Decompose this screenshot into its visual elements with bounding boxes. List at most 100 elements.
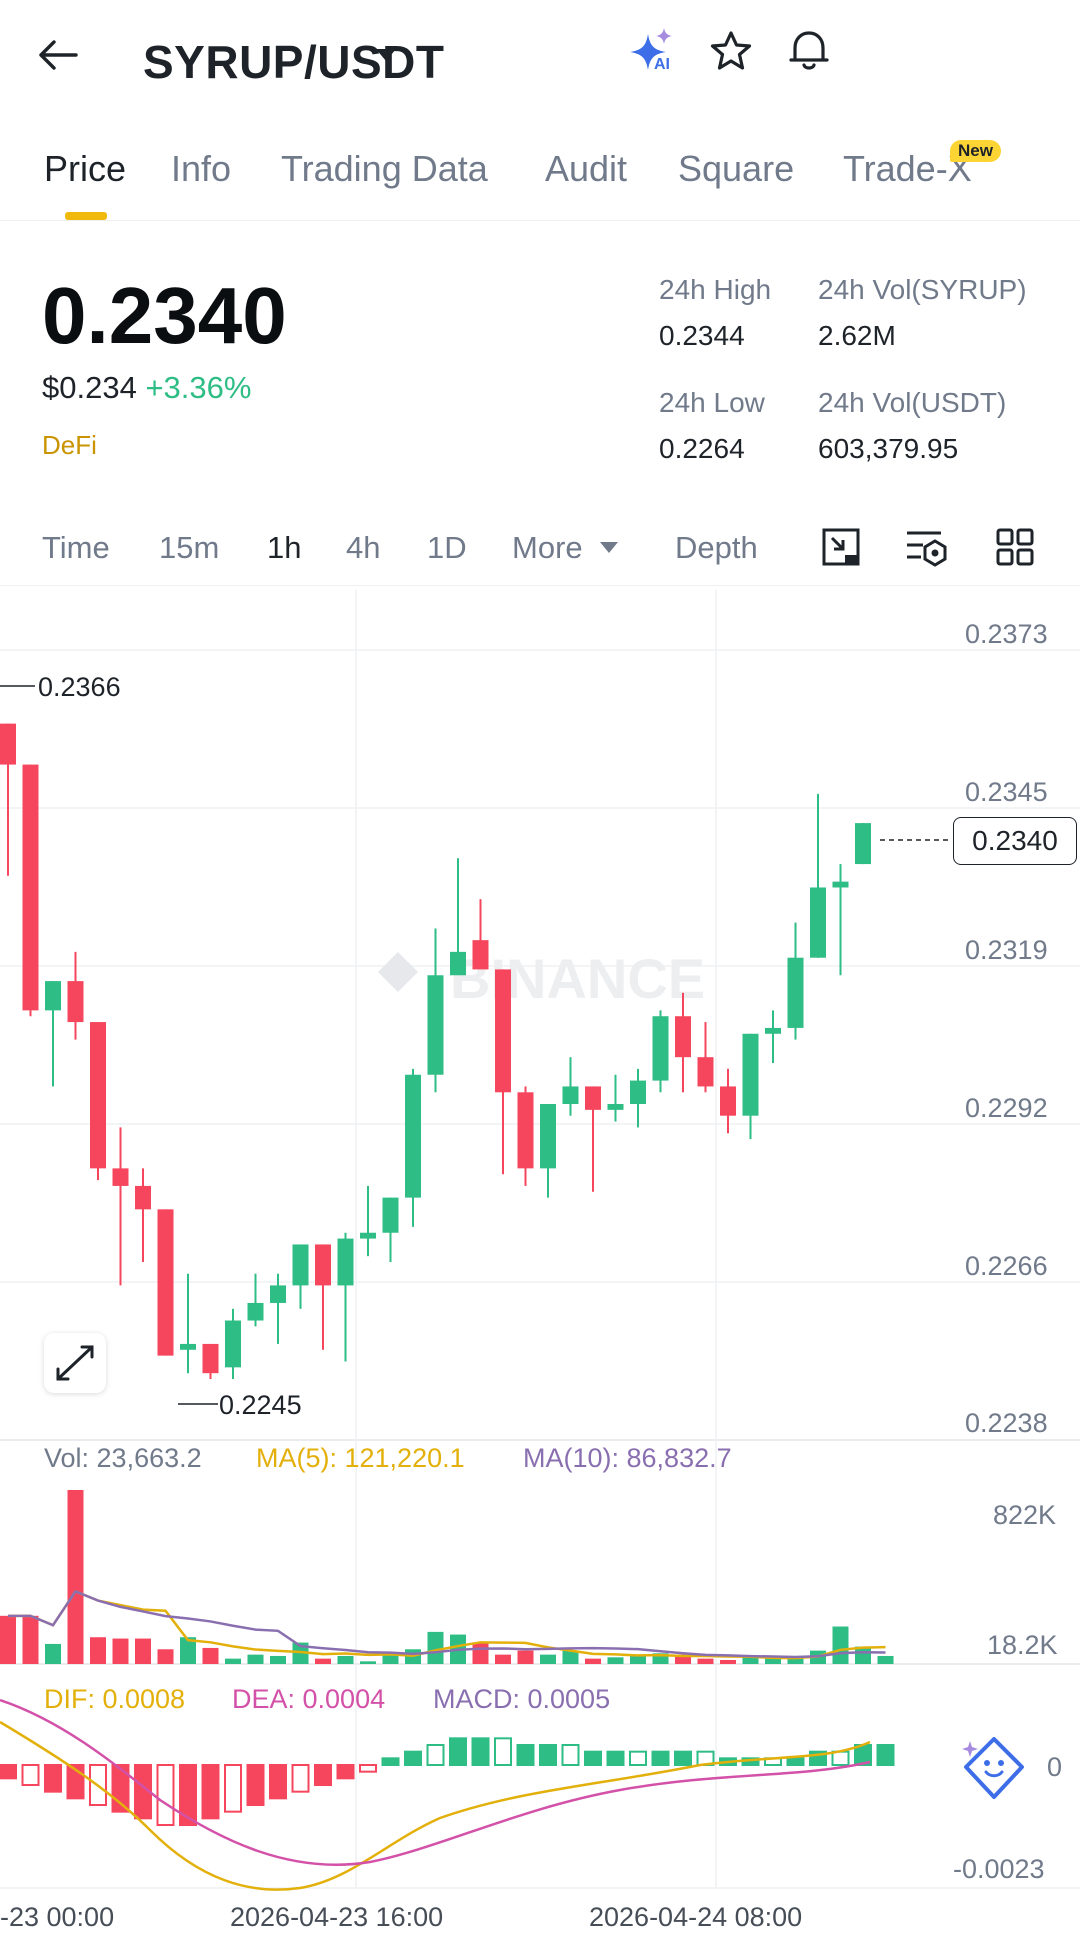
candle <box>247 1273 264 1327</box>
macd-legend-macd: MACD: 0.0005 <box>433 1684 610 1714</box>
fullscreen-button[interactable] <box>44 1333 106 1393</box>
chart-settings-icon[interactable] <box>821 527 861 567</box>
dea-line <box>0 1698 871 1866</box>
vol-legend-ma5: MA(5): 121,220.1 <box>256 1443 465 1473</box>
volume-bar <box>562 1650 579 1664</box>
interval-time[interactable]: Time <box>42 530 110 565</box>
tab-price[interactable]: Price <box>44 148 127 189</box>
volume-bar <box>742 1657 759 1664</box>
back-arrow-icon[interactable] <box>38 40 78 70</box>
pair-dropdown-icon[interactable] <box>376 48 396 62</box>
pair-title[interactable]: SYRUP/USDT <box>143 36 445 88</box>
macd-bar <box>179 1764 197 1826</box>
last-price: 0.2340 <box>42 271 287 360</box>
candle <box>765 1010 781 1064</box>
volume-bar <box>720 1659 736 1664</box>
favorite-star-icon[interactable] <box>710 31 752 71</box>
macd-bar <box>156 1764 175 1826</box>
time-axis: -23 00:00 2026-04-23 16:00 2026-04-24 08… <box>0 1902 802 1932</box>
interval-15m[interactable]: 15m <box>159 530 220 565</box>
candle <box>180 1273 196 1374</box>
price-axis-label: 0.2319 <box>965 935 1048 965</box>
candle <box>292 1244 309 1309</box>
volume-axis-label: 18.2K <box>987 1630 1058 1660</box>
candle <box>337 1232 354 1362</box>
active-tab-indicator <box>65 212 107 220</box>
macd-bar <box>561 1744 580 1766</box>
candle <box>472 899 489 970</box>
tab-info[interactable]: Info <box>171 148 232 189</box>
time-axis-label: -23 00:00 <box>0 1902 114 1932</box>
category-tag[interactable]: DeFi <box>42 430 97 460</box>
vol-legend-ma10: MA(10): 86,832.7 <box>523 1443 732 1473</box>
tab-bar: Price Info Trading Data Audit Square Tra… <box>0 140 1080 221</box>
stat-value-24h-high: 0.2344 <box>659 320 745 351</box>
macd-bar <box>21 1764 40 1786</box>
interval-1d[interactable]: 1D <box>427 530 467 565</box>
chart-toolbar: Time 15m 1h 4h 1D More Depth <box>0 505 1080 586</box>
macd-bar <box>314 1764 332 1786</box>
candle <box>225 1308 241 1380</box>
expand-icon <box>56 1345 94 1381</box>
volume-bar <box>270 1655 286 1664</box>
price-axis-label: 0.2292 <box>965 1093 1048 1123</box>
tab-audit[interactable]: Audit <box>545 148 628 189</box>
macd-bar <box>246 1764 265 1806</box>
tab-trading-data[interactable]: Trading Data <box>281 148 488 189</box>
volume-bar <box>630 1655 646 1664</box>
macd-bar <box>269 1764 287 1800</box>
interval-4h[interactable]: 4h <box>346 530 381 565</box>
candle <box>315 1244 331 1350</box>
candle <box>720 1068 736 1134</box>
indicator-settings-icon[interactable] <box>905 527 949 567</box>
assistant-mascot-icon[interactable] <box>960 1735 1028 1803</box>
grid-layout-icon[interactable] <box>995 527 1035 567</box>
macd-legend-dea: DEA: 0.0004 <box>232 1684 385 1714</box>
candle <box>112 1127 129 1286</box>
bell-icon[interactable] <box>789 28 829 72</box>
volume-bar <box>585 1658 601 1664</box>
new-badge: New <box>950 140 1001 162</box>
ai-assistant-icon[interactable]: AI <box>628 28 680 76</box>
volume-bar <box>292 1642 309 1664</box>
candle <box>630 1068 646 1128</box>
interval-1h[interactable]: 1h <box>267 530 302 565</box>
macd-bar <box>291 1764 310 1793</box>
candle <box>135 1168 151 1262</box>
stat-label-24h-vol-base: 24h Vol(SYRUP) <box>818 274 1027 305</box>
candle <box>405 1068 421 1227</box>
macd-bar <box>359 1764 377 1773</box>
price-axis-label: 0.2373 <box>965 619 1048 649</box>
macd-legend: DIF: 0.0008 DEA: 0.0004 MACD: 0.0005 <box>44 1684 610 1714</box>
volume-bars <box>0 1490 894 1664</box>
candle <box>270 1273 286 1344</box>
tab-square[interactable]: Square <box>678 148 795 189</box>
macd-histogram <box>0 1737 895 1826</box>
macd-bar <box>0 1764 17 1780</box>
macd-legend-dif: DIF: 0.0008 <box>44 1684 185 1714</box>
volume-bar <box>360 1661 376 1664</box>
more-dropdown-icon[interactable] <box>600 542 618 554</box>
candle <box>202 1343 219 1380</box>
watermark-text: BINANCE <box>450 947 705 1010</box>
candle <box>832 864 849 976</box>
volume-bar <box>337 1655 354 1664</box>
macd-bar <box>336 1764 355 1780</box>
macd-bar <box>651 1750 670 1766</box>
volume-bar <box>247 1654 264 1664</box>
more-intervals[interactable]: More <box>512 530 583 565</box>
volume-bar <box>45 1643 61 1664</box>
macd-bar <box>674 1750 692 1766</box>
volume-bar <box>675 1654 691 1664</box>
usd-price: $0.234 <box>42 370 137 405</box>
price-change: +3.36% <box>145 370 252 405</box>
volume-bar <box>180 1637 196 1664</box>
volume-bar <box>382 1653 399 1664</box>
price-axis-label: 0.2238 <box>965 1408 1048 1438</box>
candle <box>157 1209 174 1356</box>
time-axis-label: 2026-04-23 16:00 <box>230 1902 443 1932</box>
volume-bar <box>495 1654 511 1664</box>
depth-tab[interactable]: Depth <box>675 530 758 565</box>
candle <box>787 922 804 1040</box>
